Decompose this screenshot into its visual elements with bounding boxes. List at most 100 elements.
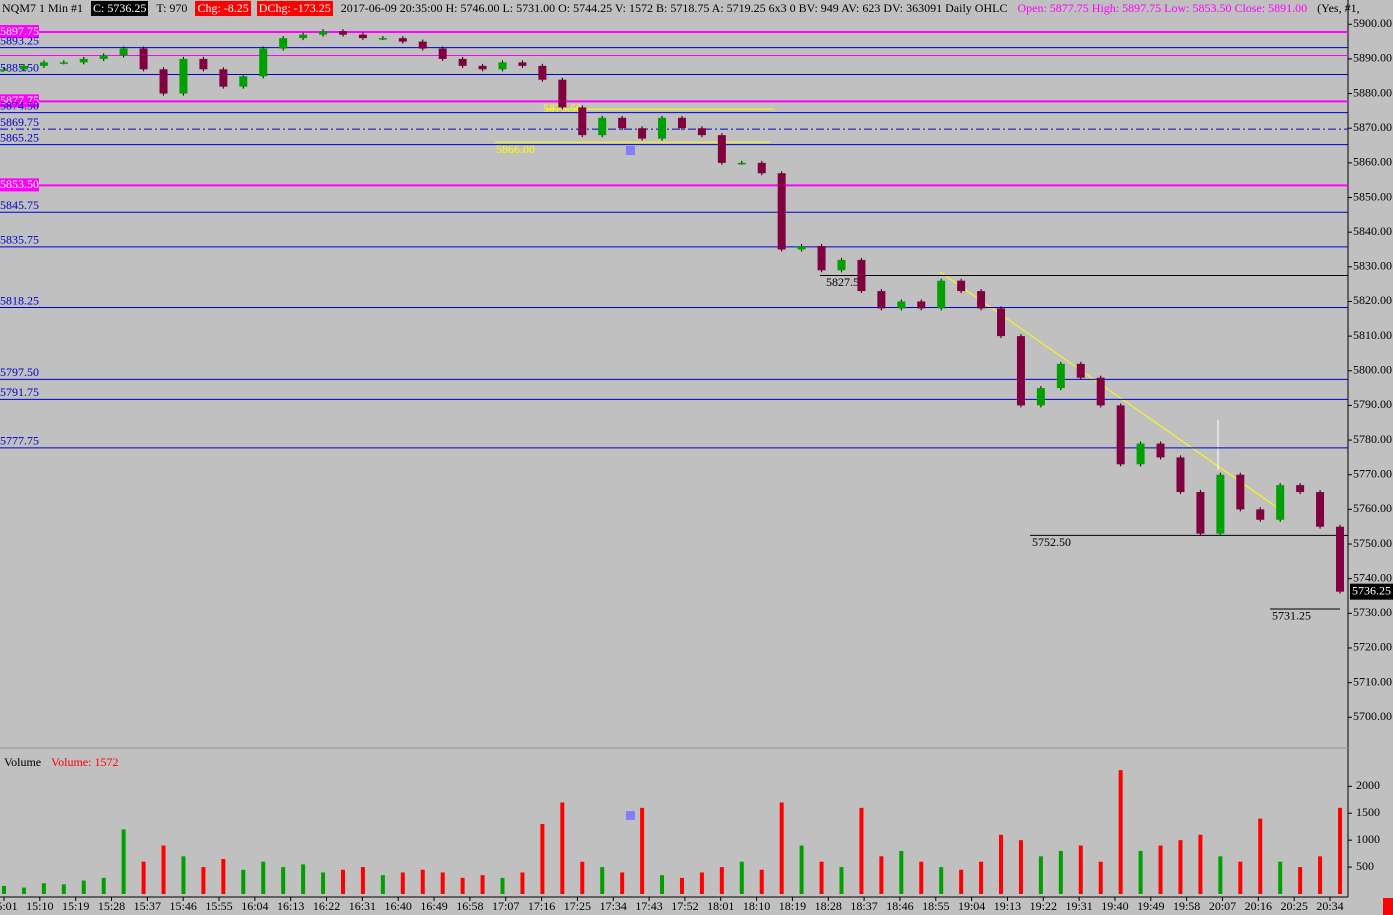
volume-bar	[540, 824, 545, 894]
candle	[79, 58, 88, 63]
y-tick-label: 5720.00	[1353, 640, 1392, 654]
candle	[1036, 388, 1045, 406]
volume-bar	[839, 867, 844, 894]
volume-bar	[81, 880, 86, 894]
candle	[1016, 336, 1025, 406]
header: NQM7 1 Min #1 C: 5736.25 T: 970 Chg: -8.…	[0, 0, 1362, 17]
candle	[558, 79, 567, 108]
volume-bar	[620, 872, 625, 894]
x-tick-label: 18:28	[815, 899, 842, 913]
x-tick-label: 18:10	[743, 899, 770, 913]
x-tick-label: 15:10	[26, 899, 53, 913]
corner-box	[1383, 898, 1393, 915]
x-tick-label: 16:04	[241, 899, 268, 913]
level-label: 5797.50	[0, 365, 39, 379]
candle	[1216, 474, 1225, 534]
level-label: 5777.75	[0, 434, 39, 448]
x-tick-label: 18:46	[886, 899, 913, 913]
candle	[658, 117, 667, 139]
candle	[99, 55, 108, 59]
candle	[199, 58, 208, 70]
volume-bar	[580, 861, 585, 894]
x-tick-label: 20:16	[1245, 899, 1272, 913]
y-tick-label: 5760.00	[1353, 501, 1392, 515]
volume-bar	[281, 867, 286, 894]
candle	[1136, 443, 1145, 465]
candle	[279, 38, 288, 49]
y-tick-label: 5710.00	[1353, 674, 1392, 688]
level-label-box	[0, 178, 39, 192]
volume-bar	[2, 885, 6, 894]
volume-bar	[939, 867, 944, 894]
volume-bar	[779, 802, 784, 894]
x-tick-label: 16:22	[313, 899, 340, 913]
volume-bar	[1198, 834, 1203, 894]
volume-bar	[759, 869, 764, 894]
level-label: 5869.75	[0, 115, 39, 129]
x-tick-label: 15:01	[0, 899, 18, 913]
x-tick-label: 17:34	[600, 899, 627, 913]
volume-bar	[719, 867, 724, 894]
volume-bar	[1318, 856, 1323, 894]
x-tick-label: 19:58	[1173, 899, 1200, 913]
volume-bar	[1098, 861, 1103, 894]
volume-bar	[919, 861, 924, 894]
candle	[598, 117, 607, 136]
candle	[19, 65, 28, 70]
y-tick-label: 1000	[1356, 832, 1380, 846]
y-tick-label: 5890.00	[1353, 51, 1392, 65]
volume-bar	[61, 884, 66, 894]
volume-bar	[1338, 807, 1342, 894]
x-tick-label: 18:01	[707, 899, 734, 913]
candle	[1056, 363, 1065, 389]
candle	[797, 246, 806, 250]
trend-line	[939, 271, 1279, 509]
candle	[1276, 485, 1285, 520]
volume-bar	[699, 872, 704, 894]
candle	[1256, 509, 1265, 520]
x-tick-label: 16:49	[420, 899, 447, 913]
candle	[478, 65, 487, 70]
x-tick-label: 19:49	[1137, 899, 1164, 913]
candle	[538, 65, 547, 80]
x-tick-label: 17:25	[564, 899, 591, 913]
volume-bar	[1258, 818, 1263, 894]
volume-bar	[101, 877, 106, 894]
level-label: 5874.50	[0, 98, 39, 112]
x-tick-label: 16:40	[385, 899, 412, 913]
mark-label: 5752.50	[1032, 535, 1071, 549]
candle	[937, 280, 946, 309]
volume-bar	[1278, 861, 1283, 894]
mark-label: 5827.50	[826, 275, 865, 289]
volume-bar	[1238, 861, 1243, 894]
candle	[398, 38, 407, 42]
candle	[1296, 485, 1305, 493]
candle	[39, 62, 48, 66]
volume-bar	[121, 829, 126, 894]
y-tick-label: 5850.00	[1353, 189, 1392, 203]
candle	[0, 69, 8, 71]
candle	[638, 128, 647, 139]
x-tick-label: 19:22	[1030, 899, 1057, 913]
volume-bar	[301, 864, 306, 894]
daily-change: DChg: -173.25	[256, 1, 333, 16]
volume-bar	[241, 869, 246, 894]
y-tick-label: 5730.00	[1353, 605, 1392, 619]
extra: (Yes, #1,	[1317, 1, 1360, 15]
candle	[857, 259, 866, 292]
y-tick-label: 5750.00	[1353, 536, 1392, 550]
volume-bar	[1178, 840, 1183, 894]
y-tick-label: 5900.00	[1353, 16, 1392, 30]
volume-bar	[999, 834, 1004, 894]
volume-bar	[261, 861, 266, 894]
x-tick-label: 16:31	[349, 899, 376, 913]
volume-bar	[1158, 845, 1163, 894]
candle	[299, 34, 308, 39]
level-label-box	[0, 94, 39, 108]
volume-title: Volume	[4, 755, 41, 769]
candle	[498, 62, 507, 70]
volume-bar	[739, 861, 744, 894]
x-tick-label: 15:55	[205, 899, 232, 913]
info: 2017-06-09 20:35:00 H: 5746.00 L: 5731.0…	[340, 1, 1008, 15]
last-price-box	[1350, 583, 1393, 600]
